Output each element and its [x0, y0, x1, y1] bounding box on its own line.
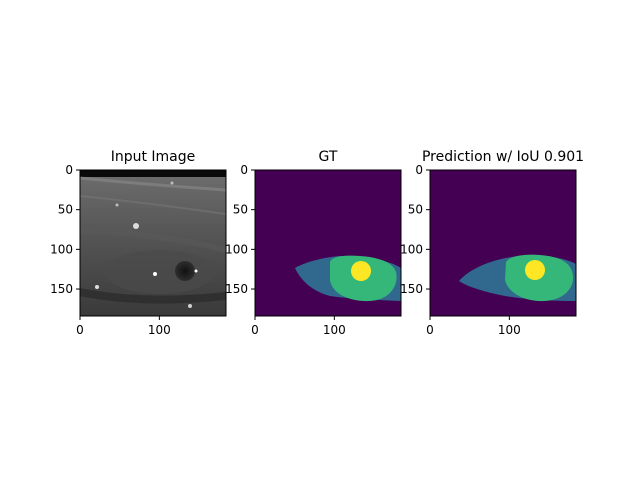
- panel-title-gt: GT: [319, 149, 338, 165]
- panel-title-prediction: Prediction w/ IoU 0.901: [422, 149, 584, 165]
- x-tick-label: 0: [251, 323, 259, 337]
- y-tick-label: 50: [408, 203, 423, 217]
- panel-input-image: Input Image 0 100 0 50 100 150: [50, 149, 227, 337]
- x-tick-label: 100: [148, 323, 171, 337]
- panel-gt: GT 0 100 0 50 100 150: [225, 149, 402, 337]
- panel-title-input: Input Image: [111, 149, 196, 165]
- y-tick-label: 50: [233, 203, 248, 217]
- axes-frame-gt: [254, 169, 402, 317]
- x-tick-label: 0: [76, 323, 84, 337]
- y-tick-label: 150: [225, 282, 248, 296]
- y-tick-label: 150: [400, 282, 423, 296]
- y-tick-label: 150: [50, 282, 73, 296]
- prediction-mask: [430, 170, 576, 316]
- gt-pupil-region: [351, 261, 371, 281]
- pred-pupil-region: [525, 260, 545, 280]
- axes-frame-prediction: [429, 169, 577, 317]
- y-tick-label: 0: [65, 163, 73, 177]
- ticks-prediction: 0 100 0 50 100 150: [400, 163, 521, 337]
- ticks-input: 0 100 0 50 100 150: [50, 163, 171, 337]
- gt-mask: [255, 170, 401, 316]
- eye-photo: [80, 170, 226, 316]
- y-tick-label: 0: [415, 163, 423, 177]
- y-tick-label: 100: [225, 242, 248, 256]
- y-tick-label: 100: [50, 242, 73, 256]
- panel-prediction: Prediction w/ IoU 0.901 0 100 0 50 100 150: [400, 149, 584, 337]
- y-tick-label: 0: [240, 163, 248, 177]
- x-tick-label: 0: [426, 323, 434, 337]
- ticks-gt: 0 100 0 50 100 150: [225, 163, 346, 337]
- x-tick-label: 100: [323, 323, 346, 337]
- axes-frame-input: [79, 169, 227, 317]
- x-tick-label: 100: [498, 323, 521, 337]
- y-tick-label: 100: [400, 242, 423, 256]
- y-tick-label: 50: [58, 203, 73, 217]
